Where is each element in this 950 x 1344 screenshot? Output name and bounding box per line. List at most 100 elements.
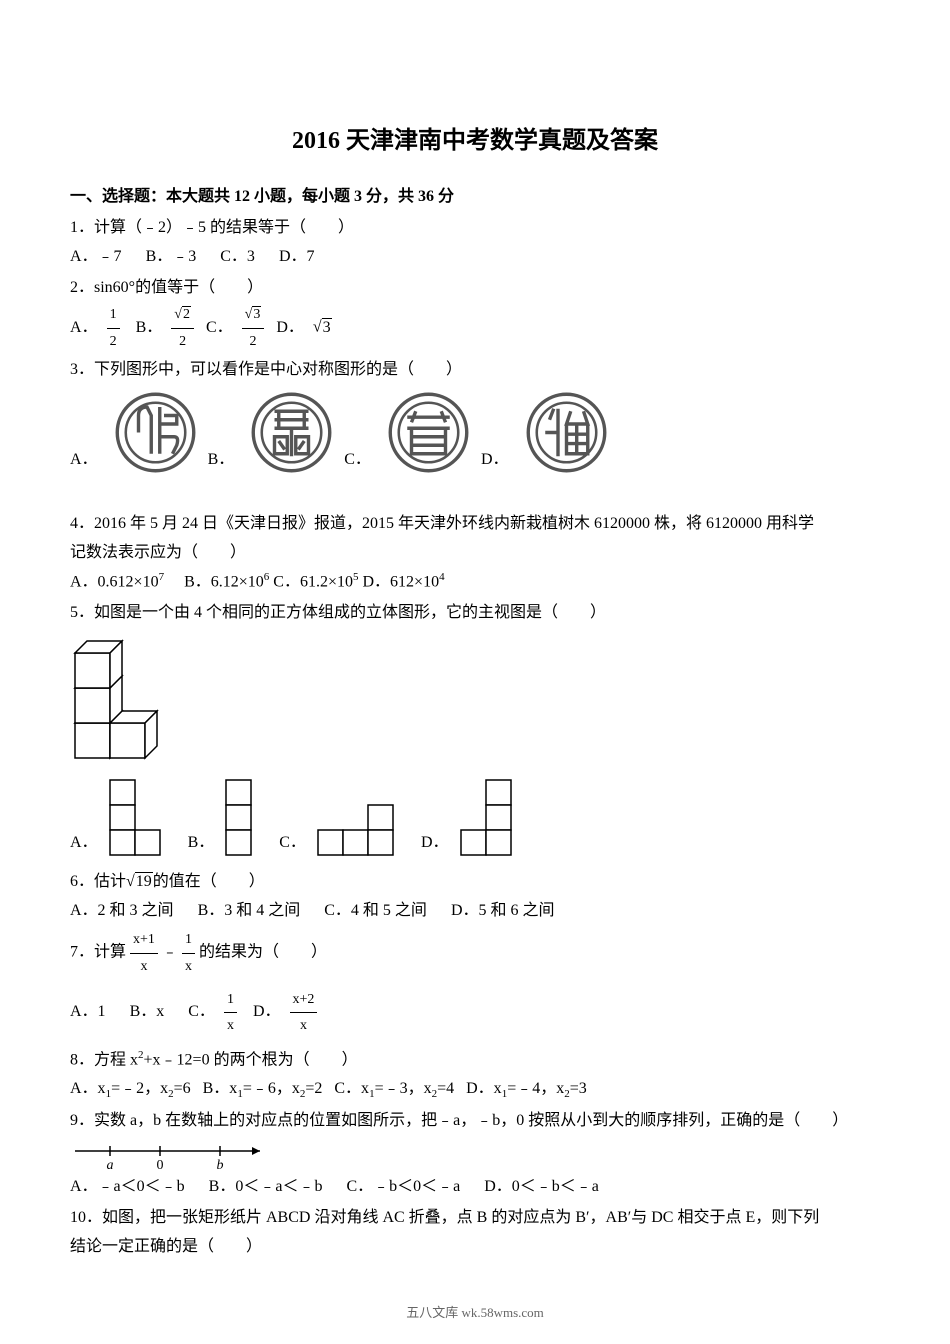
q6-optD: D．5 和 6 之间 <box>451 902 555 919</box>
question-10: 10．如图，把一张矩形纸片 ABCD 沿对角线 AC 折叠，点 B 的对应点为 … <box>70 1204 880 1233</box>
opt-part: A．x <box>70 1080 106 1097</box>
q3-text: 3．下列图形中，可以看作是中心对称图形的是（ ） <box>70 361 462 378</box>
question-9: 9．实数 a，b 在数轴上的对应点的位置如图所示，把﹣a，﹣b，0 按照从小到大… <box>70 1107 880 1136</box>
opt-part: =﹣3，x <box>375 1080 432 1097</box>
q7-labelD: D． <box>253 1003 281 1020</box>
q5-labelC: C． <box>279 829 306 858</box>
q4-optB: B．6.12×10 <box>184 573 264 590</box>
q1-optB: B．﹣3 <box>146 248 197 265</box>
q4-optD-sup: 4 <box>439 571 445 583</box>
opt-part: =﹣6，x <box>243 1080 300 1097</box>
q2-options: A． 1 2 B． √2 2 C． √3 2 D． √3 <box>70 302 880 353</box>
q6-sqrt: √19 <box>126 872 153 890</box>
sqrt-val: 19 <box>135 872 153 890</box>
q2-optD-sqrt: √3 <box>313 318 332 336</box>
q10-line2-wrap: 结论一定正确的是（ ） <box>70 1233 880 1262</box>
q2-fracA: 1 2 <box>107 302 120 353</box>
q8-text1: 8．方程 x <box>70 1052 138 1069</box>
q7-suffix: 的结果为（ ） <box>199 944 327 961</box>
q8-optB: B．x1=﹣6，x2=2 <box>203 1080 323 1097</box>
frac-den: x <box>290 1013 318 1038</box>
question-4: 4．2016 年 5 月 24 日《天津日报》报道，2015 年天津外环线内新栽… <box>70 510 880 539</box>
q5-optB: B． <box>188 778 255 858</box>
q1-text: 1．计算（﹣2）﹣5 的结果等于（ ） <box>70 219 354 236</box>
q4-line1: 4．2016 年 5 月 24 日《天津日报》报道，2015 年天津外环线内新栽… <box>70 515 814 532</box>
q6-suffix: 的值在（ ） <box>153 873 265 890</box>
q4-optC-sup: 5 <box>353 571 359 583</box>
q6-prefix: 6．估计 <box>70 873 126 890</box>
q5-options: A． B． C． <box>70 778 880 858</box>
frac-num: 1 <box>224 987 237 1013</box>
q2-labelA: A． <box>70 319 98 336</box>
q5-optD: D． <box>421 778 514 858</box>
q10-line1: 10．如图，把一张矩形纸片 ABCD 沿对角线 AC 折叠，点 B 的对应点为 … <box>70 1209 819 1226</box>
q8-text2: +x﹣12=0 的两个根为（ ） <box>144 1052 358 1069</box>
q1-optC: C．3 <box>220 248 255 265</box>
q5-labelA: A． <box>70 829 98 858</box>
frac-num: √2 <box>171 302 194 328</box>
cubes-3d-icon <box>70 638 160 768</box>
frac-den: x <box>224 1013 237 1038</box>
q2-text: 2．sin60°的值等于（ ） <box>70 279 263 296</box>
q9-text: 9．实数 a，b 在数轴上的对应点的位置如图所示，把﹣a，﹣b，0 按照从小到大… <box>70 1112 848 1129</box>
q4-optB-sup: 6 <box>264 571 270 583</box>
q7-prefix: 7．计算 <box>70 944 126 961</box>
q8-optC: C．x1=﹣3，x2=4 <box>334 1080 454 1097</box>
front-view-d-icon <box>459 778 514 858</box>
numline-label-a: a <box>107 1158 114 1171</box>
question-2: 2．sin60°的值等于（ ） <box>70 274 880 303</box>
numline-label-0: 0 <box>157 1158 164 1171</box>
q9-optC: C．﹣b＜0＜﹣a <box>346 1178 460 1195</box>
section-header: 一、选择题：本大题共 12 小题，每小题 3 分，共 36 分 <box>70 183 880 212</box>
q6-optC: C．4 和 5 之间 <box>324 902 427 919</box>
q7-fracD: x+2 x <box>290 987 318 1038</box>
opt-part: D．x <box>466 1080 502 1097</box>
q4-optC: C．61.2×10 <box>273 573 353 590</box>
q2-fracB: √2 2 <box>171 302 194 353</box>
q6-options: A．2 和 3 之间 B．3 和 4 之间 C．4 和 5 之间 D．5 和 6… <box>70 897 880 926</box>
opt-part: =2 <box>305 1080 322 1097</box>
q2-labelD: D． <box>276 319 304 336</box>
q9-optD: D．0＜﹣b＜﹣a <box>484 1178 599 1195</box>
q5-labelD: D． <box>421 829 449 858</box>
q8-optA: A．x1=﹣2，x2=6 <box>70 1080 191 1097</box>
front-view-c-icon <box>316 803 396 858</box>
q3-labelB: B． <box>208 446 235 475</box>
q4-line2: 记数法表示应为（ ） <box>70 544 246 561</box>
q4-options: A．0.612×107 B．6.12×106 C．61.2×105 D．612×… <box>70 568 880 597</box>
q3-labelD: D． <box>481 446 509 475</box>
q2-labelC: C． <box>206 319 233 336</box>
opt-part: =6 <box>174 1080 191 1097</box>
q7-frac2: 1 x <box>182 927 195 978</box>
q7-labelC: C． <box>188 1003 215 1020</box>
q5-optA: A． <box>70 778 163 858</box>
sqrt-val: 3 <box>322 318 332 336</box>
q4-optD: D．612×10 <box>363 573 440 590</box>
question-7: 7．计算 x+1 x ﹣ 1 x 的结果为（ ） <box>70 927 880 978</box>
q1-optD: D．7 <box>279 248 315 265</box>
number-line-icon: a 0 b <box>70 1141 270 1171</box>
q10-line2: 结论一定正确的是（ ） <box>70 1238 262 1255</box>
q4-optA: A．0.612×10 <box>70 573 159 590</box>
opt-part: =﹣4，x <box>507 1080 564 1097</box>
q7-frac1: x+1 x <box>130 927 158 978</box>
sqrt-val: 2 <box>182 306 191 322</box>
opt-part: =4 <box>437 1080 454 1097</box>
sqrt-val: 3 <box>252 306 261 322</box>
q4-line2-wrap: 记数法表示应为（ ） <box>70 539 880 568</box>
frac-num: x+1 <box>130 927 158 953</box>
q1-optA: A．﹣7 <box>70 248 122 265</box>
q7-optB: B．x <box>130 1003 165 1020</box>
q3-options: A． B． C． D． <box>70 390 880 475</box>
q6-optA: A．2 和 3 之间 <box>70 902 174 919</box>
frac-den: x <box>182 954 195 979</box>
seal-icon-b <box>249 390 334 475</box>
question-1: 1．计算（﹣2）﹣5 的结果等于（ ） <box>70 214 880 243</box>
q4-optA-sup: 7 <box>159 571 165 583</box>
seal-icon-a <box>113 390 198 475</box>
page-footer: 五八文库 wk.58wms.com <box>0 1301 950 1324</box>
page-title: 2016 天津津南中考数学真题及答案 <box>70 120 880 163</box>
q9-optB: B．0＜﹣a＜﹣b <box>209 1178 323 1195</box>
q1-options: A．﹣7 B．﹣3 C．3 D．7 <box>70 243 880 272</box>
q7-options: A．1 B．x C． 1 x D． x+2 x <box>70 987 880 1038</box>
